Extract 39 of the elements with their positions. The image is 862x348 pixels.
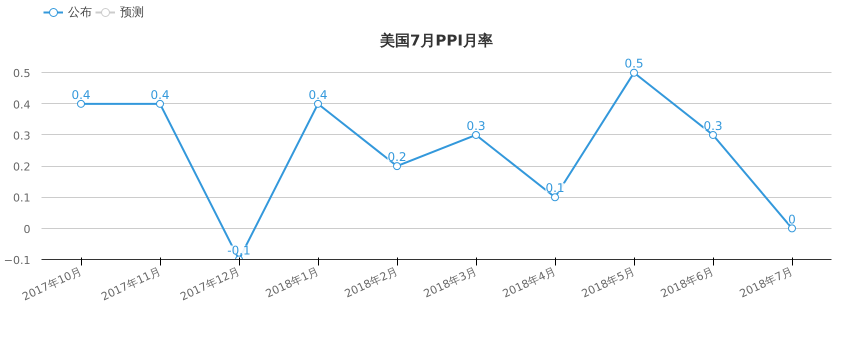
x-tick-label: 2018年7月 — [738, 264, 795, 300]
point — [709, 130, 717, 139]
data-label: 0 — [788, 212, 796, 226]
data-label: 0.4 — [308, 88, 328, 102]
data-label: -0.1 — [227, 244, 251, 258]
x-tick-label: 2017年10月 — [20, 264, 84, 304]
legend-label: 预测 — [120, 4, 144, 20]
x-tick-label: 2018年3月 — [422, 264, 479, 300]
y-tick-label: −0.1 — [4, 254, 31, 267]
y-tick-label: 0.1 — [13, 192, 31, 205]
x-tick-label: 2017年11月 — [99, 264, 163, 304]
point — [788, 224, 796, 232]
chart-title: 美国7月PPI月率 — [378, 32, 494, 50]
data-label: 0.5 — [624, 56, 644, 71]
point — [314, 100, 322, 108]
x-tick-label: 2018年2月 — [342, 264, 400, 300]
x-tick-label: 2018年6月 — [658, 264, 716, 300]
y-tick-label: 0.5 — [13, 67, 31, 80]
data-label: 0.3 — [466, 118, 486, 133]
data-label: 0.3 — [703, 118, 723, 133]
point — [156, 100, 164, 108]
point — [472, 130, 480, 139]
point — [77, 100, 85, 108]
data-label: 0.1 — [545, 181, 565, 196]
y-tick-label: 0.4 — [13, 98, 31, 112]
x-tick-label: 2018年1月 — [264, 264, 321, 300]
data-label: 0.4 — [71, 88, 91, 102]
x-tick-label: 2017年12月 — [178, 264, 242, 304]
y-tick-label: 0.2 — [13, 160, 31, 174]
y-tick-label: 0 — [24, 222, 30, 236]
point — [630, 68, 638, 77]
legend-label: 公布 — [68, 4, 92, 20]
y-tick-label: 0.3 — [13, 129, 31, 142]
data-label: 0.4 — [150, 88, 170, 102]
point — [393, 162, 401, 170]
data-label: 0.2 — [387, 150, 407, 164]
x-tick-label: 2018年5月 — [580, 264, 637, 300]
x-tick-label: 2018年4月 — [500, 264, 558, 300]
point — [551, 193, 559, 202]
